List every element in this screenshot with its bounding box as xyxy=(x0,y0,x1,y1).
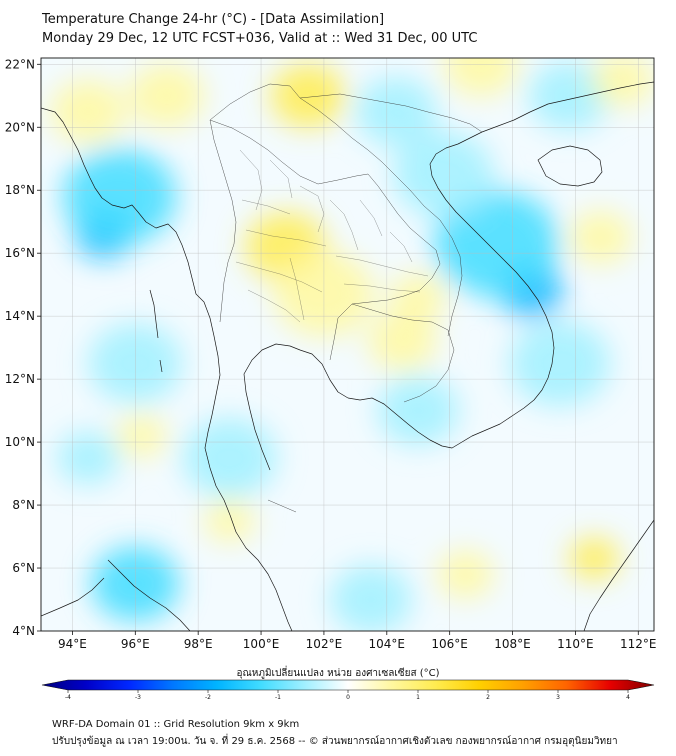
anomaly-region-20 xyxy=(129,63,205,128)
anomaly-region-26 xyxy=(437,550,494,599)
temperature-change-map: 22°N 20°N 18°N 16°N 14°N 12°N 10°N 8°N 6°N 4°N 94… xyxy=(5,57,657,700)
lon-tick-label: 98°E xyxy=(184,637,213,651)
anomaly-region-18 xyxy=(389,273,447,322)
colorbar-tick-label: -1 xyxy=(275,694,281,700)
border-malaysia xyxy=(267,499,297,513)
lat-tick-label: 18°N xyxy=(5,183,35,197)
anomaly-region-27 xyxy=(569,210,632,265)
lon-tick-label: 112°E xyxy=(620,637,657,651)
colorbar-tick-label: 0 xyxy=(346,694,350,700)
anomaly-region-22 xyxy=(591,58,654,107)
footer-update-info: ปรับปรุงข้อมูล ณ เวลา 19:00น. วัน จ. ที่… xyxy=(52,736,618,747)
footer-model-info: WRF-DA Domain 01 :: Grid Resolution 9km … xyxy=(52,719,300,730)
anomaly-region-23 xyxy=(569,537,620,580)
coastline-sumatra xyxy=(41,559,191,631)
lon-tick-label: 106°E xyxy=(431,637,468,651)
map-frame xyxy=(40,57,655,632)
colorbar-tick-label: 1 xyxy=(416,694,420,700)
coastline-indochina xyxy=(347,131,555,449)
colorbar-tick-label: -2 xyxy=(205,694,211,700)
colorbar-gradient xyxy=(41,679,655,691)
anomaly-region-14 xyxy=(270,63,346,128)
anomaly-region-9 xyxy=(182,417,277,498)
colorbar-tick-label: 2 xyxy=(486,694,490,700)
anomaly-region-4 xyxy=(393,131,494,218)
anomaly-region-1 xyxy=(63,148,177,245)
lat-tick-label: 16°N xyxy=(5,246,35,260)
anomaly-region-25 xyxy=(204,499,255,543)
lon-tick-label: 110°E xyxy=(557,637,594,651)
anomaly-region-13 xyxy=(56,431,120,485)
coastline-hainan xyxy=(537,145,603,187)
lat-tick-label: 20°N xyxy=(5,120,35,134)
coastline-myanmar xyxy=(41,107,231,516)
lat-tick-label: 12°N xyxy=(5,372,35,386)
lat-tick-label: 22°N xyxy=(5,57,35,71)
colorbar-label: อุณหภูมิเปลี่ยนแปลง หน่วย องศาเซลเซียส (… xyxy=(236,668,440,679)
border-myanmar-thailand xyxy=(209,119,237,323)
anomaly-region-7 xyxy=(528,61,610,131)
anomaly-region-24 xyxy=(116,414,167,458)
lon-tick-label: 102°E xyxy=(306,637,343,651)
anomaly-region-6 xyxy=(355,76,438,147)
chart-subtitle: Monday 29 Dec, 12 UTC FCST+036, Valid at… xyxy=(42,31,478,46)
anomaly-region-12 xyxy=(330,564,412,631)
anomaly-region-19 xyxy=(50,79,126,144)
coastline-borneo xyxy=(583,519,654,631)
border-cambodia xyxy=(351,303,455,403)
lon-tick-label: 94°E xyxy=(58,637,87,651)
colorbar-tick-label: 3 xyxy=(556,694,560,700)
province-lines-north xyxy=(239,149,327,247)
anomaly-region-5 xyxy=(509,320,610,407)
lat-tick-label: 4°N xyxy=(12,624,35,638)
lon-tick-label: 100°E xyxy=(243,637,280,651)
coastline-south-china xyxy=(481,81,654,133)
lat-tick-label: 6°N xyxy=(12,561,35,575)
lat-tick-label: 10°N xyxy=(5,435,35,449)
border-laos-vietnam xyxy=(299,97,463,337)
anomaly-region-11 xyxy=(377,375,460,446)
anomaly-region-3 xyxy=(433,190,560,298)
anomaly-region-21 xyxy=(443,58,519,97)
border-china xyxy=(209,83,483,133)
anomaly-region-17 xyxy=(367,311,438,371)
chart-title: Temperature Change 24-hr (°C) - [Data As… xyxy=(42,12,385,27)
colorbar-tick-label: -4 xyxy=(65,694,71,700)
lat-tick-label: 14°N xyxy=(5,309,35,323)
colorbar-tick-label: -3 xyxy=(135,694,141,700)
lon-tick-label: 104°E xyxy=(369,637,406,651)
province-lines-northeast xyxy=(329,199,429,293)
lat-tick-label: 8°N xyxy=(12,498,35,512)
province-lines-central xyxy=(235,257,323,323)
lon-tick-label: 96°E xyxy=(121,637,150,651)
colorbar: -4 -3 -2 -1 0 1 2 3 4 xyxy=(41,679,655,700)
lon-tick-label: 108°E xyxy=(494,637,531,651)
coastline-malay-peninsula xyxy=(229,343,349,631)
coastline-andaman xyxy=(149,289,163,373)
border-thailand xyxy=(209,119,441,361)
colorbar-tick-label: 4 xyxy=(626,694,630,700)
